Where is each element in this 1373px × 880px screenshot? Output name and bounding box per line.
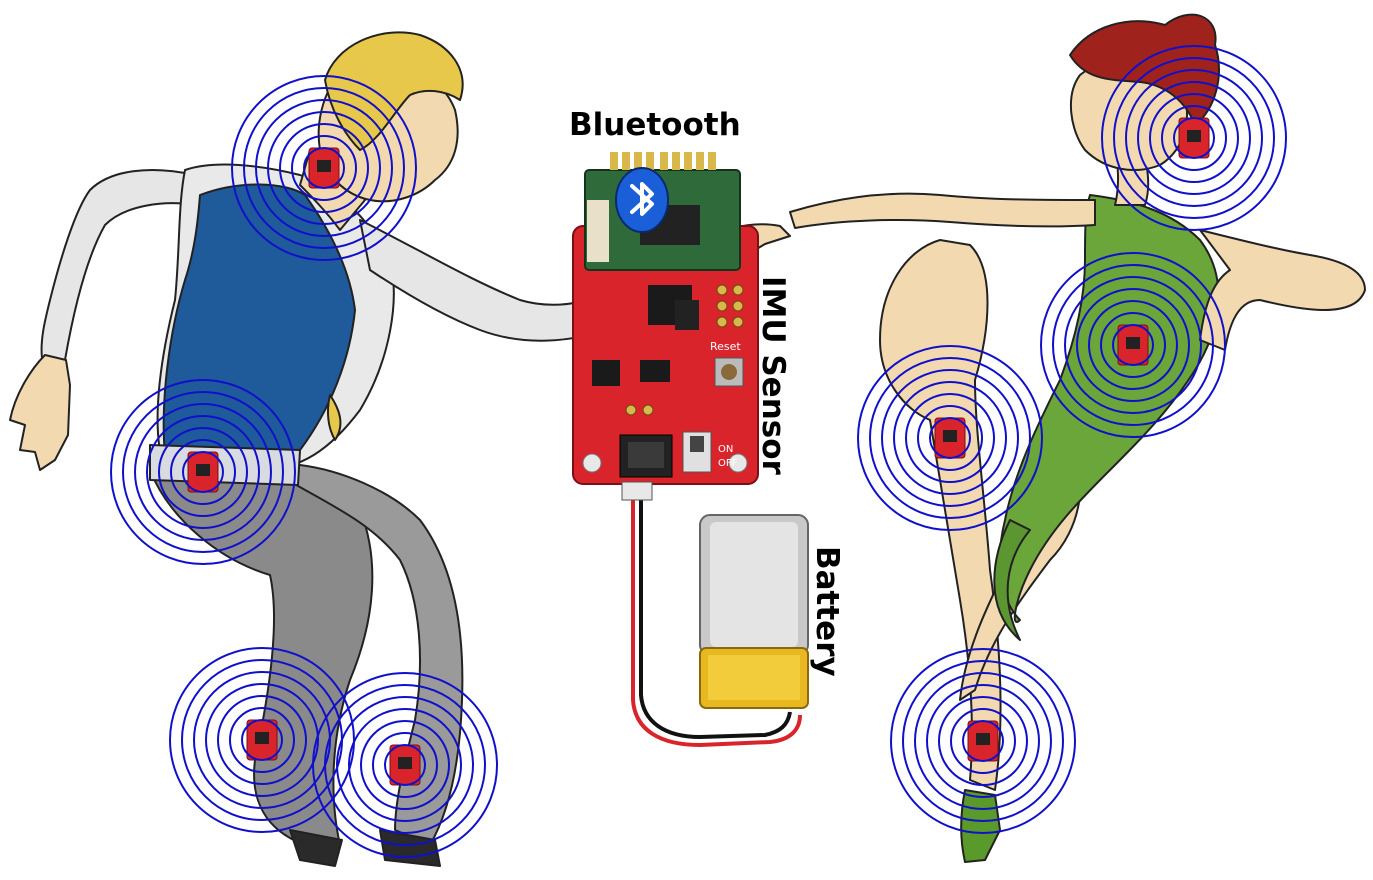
signal-ring <box>917 405 983 471</box>
signal-ring <box>279 123 369 213</box>
signal-ring-group <box>890 648 1076 834</box>
sensor-node <box>187 451 219 493</box>
sensor-node <box>967 720 999 762</box>
signal-ring <box>881 369 1019 507</box>
sensor-node <box>934 417 966 459</box>
signal-ring <box>929 417 971 459</box>
signal-ring <box>384 744 426 786</box>
signal-ring <box>134 403 272 541</box>
battery-cable <box>621 481 802 748</box>
signal-ring <box>938 696 1028 786</box>
signal-ring <box>905 393 995 483</box>
signal-ring <box>1161 105 1227 171</box>
signal-ring <box>243 87 405 249</box>
signal-ring <box>372 732 438 798</box>
signal-ring <box>1112 324 1154 366</box>
signal-ring <box>205 683 319 797</box>
signal-ring <box>1076 288 1190 402</box>
signal-ring <box>890 648 1076 834</box>
signal-ring-group <box>1101 45 1287 231</box>
signal-ring <box>217 695 307 785</box>
signal-ring <box>303 147 345 189</box>
signal-ring <box>1100 312 1166 378</box>
signal-ring <box>336 696 474 834</box>
imu-sensor-board: Reset ON OFF <box>572 225 759 485</box>
signal-ring <box>110 379 296 565</box>
signal-ring <box>1137 81 1251 195</box>
off-silkscreen: OFF <box>718 458 738 469</box>
battery-label: Battery <box>809 546 845 677</box>
signal-ring <box>291 135 357 201</box>
signal-ring <box>170 439 236 505</box>
sensor-node <box>308 147 340 189</box>
signal-ring <box>312 672 498 858</box>
female-dancer-figure <box>789 13 1366 863</box>
signal-ring <box>950 708 1016 774</box>
signal-ring <box>229 707 295 773</box>
sensor-node <box>389 744 421 786</box>
sensor-node <box>1178 117 1210 159</box>
battery-cell <box>699 514 809 709</box>
signal-ring <box>122 391 284 553</box>
signal-ring <box>857 345 1043 531</box>
signal-ring <box>360 720 450 810</box>
signal-ring <box>1064 276 1202 414</box>
signal-ring <box>1052 264 1214 426</box>
signal-ring <box>348 708 462 822</box>
signal-ring <box>1173 117 1215 159</box>
signal-ring <box>914 672 1052 810</box>
signal-ring <box>902 660 1064 822</box>
sensor-node <box>1117 324 1149 366</box>
reset-silkscreen: Reset <box>710 340 741 353</box>
sensor-nodes <box>187 117 1210 786</box>
signal-ring <box>1125 69 1263 207</box>
signal-ring-group <box>231 75 417 261</box>
signal-ring <box>231 75 417 261</box>
signal-ring <box>146 415 260 529</box>
signal-ring <box>1040 252 1226 438</box>
bluetooth-label: Bluetooth <box>569 107 741 143</box>
signal-ring <box>893 381 1007 495</box>
on-silkscreen: ON <box>718 444 733 455</box>
signal-ring <box>1088 300 1178 390</box>
signal-ring <box>182 451 224 493</box>
signal-ring <box>962 720 1004 762</box>
signal-ring <box>241 719 283 761</box>
signal-ring <box>267 111 381 225</box>
signal-ring <box>1101 45 1287 231</box>
signal-ring <box>158 427 248 517</box>
bluetooth-icon <box>615 167 669 233</box>
signal-ring-group <box>857 345 1043 531</box>
signal-ring <box>255 99 393 237</box>
signal-ring <box>869 357 1031 519</box>
signal-rings <box>110 45 1287 858</box>
imu-sensor-label: IMU Sensor <box>755 276 791 475</box>
signal-ring <box>324 684 486 846</box>
signal-ring-group <box>1040 252 1226 438</box>
signal-ring <box>1113 57 1275 219</box>
sensor-node <box>246 719 278 761</box>
signal-ring-group <box>110 379 296 565</box>
signal-ring-group <box>312 672 498 858</box>
signal-ring <box>1149 93 1239 183</box>
signal-ring <box>926 684 1040 798</box>
